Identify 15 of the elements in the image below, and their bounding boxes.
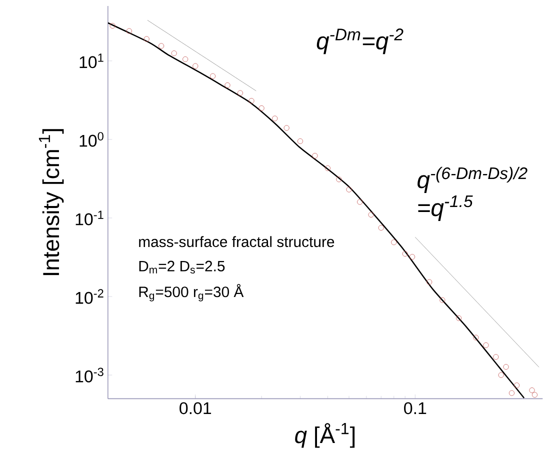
y-tick-label: 10$^{-3}$	[76, 368, 104, 383]
x-tick-label: 0.1	[404, 402, 426, 414]
annotation: q$^{-(6-Dm-Ds)/2}$	[418, 167, 528, 194]
y-tick-label: 10$^{-2}$	[76, 289, 104, 304]
annotation: R$_{g}$=500 r$_{g}$=30 Å	[139, 284, 244, 302]
annotation: D$_{m}$=2 D$_{s}$=2.5	[139, 260, 225, 274]
y-tick-label: 10$^{-1}$	[76, 210, 104, 226]
x-axis-title: q [Å$^{-1}$]	[295, 423, 355, 448]
annotation: q$^{-Dm}$=q$^{-2}$	[316, 28, 404, 54]
annotation: =q$^{-1.5}$	[418, 196, 473, 222]
y-axis-title: Intensity [cm$^{-1}$]	[38, 129, 64, 276]
y-tick-label: 10$^{1}$	[80, 54, 104, 68]
y-tick-label: 10$^{0}$	[80, 132, 104, 147]
annotation: mass-surface fractal structure	[139, 236, 334, 248]
x-tick-label: 0.01	[180, 402, 212, 414]
